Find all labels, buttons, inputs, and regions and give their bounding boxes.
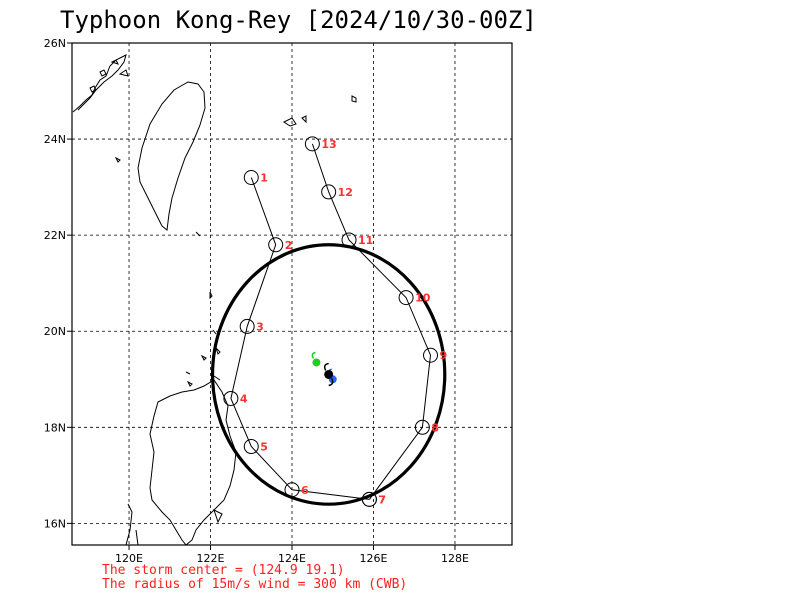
lon-tick-label: 124E [278,552,306,565]
track-point-label: 6 [301,484,309,497]
track-point-label: 5 [260,441,268,454]
track-point-label: 3 [256,320,264,333]
track-point-label: 8 [431,421,439,434]
wind-radius-circle [210,243,447,506]
wind-radius-text: The radius of 15m/s wind = 300 km (CWB) [102,577,408,592]
track-point [284,482,300,498]
track-point [304,136,320,152]
typhoon-symbol-tail [328,378,334,387]
track-point-label: 12 [338,186,353,199]
lat-tick-label: 26N [44,37,66,50]
map-title: Typhoon Kong-Rey [2024/10/30-00Z] [60,6,537,34]
track-east-line [311,143,432,500]
track-point [239,318,255,334]
axis-ticks: 120E 122E 124E 126E 128E 16N 18N 20N 22N 24N 26N [44,37,469,565]
track-point-label: 10 [415,292,431,305]
storm-center-marker [311,351,337,387]
track-point [398,290,414,306]
track-point-label: 1 [260,172,268,185]
track-point-label: 13 [321,138,336,151]
track-point [243,439,259,455]
lat-tick-label: 18N [44,421,66,434]
lon-tick-label: 120E [115,552,143,565]
track-point [223,390,239,406]
track-point [268,237,284,253]
lon-tick-label: 126E [360,552,388,565]
track-point [321,184,337,200]
lat-tick-label: 22N [44,229,66,242]
track-point [414,419,430,435]
china-islands [89,59,129,93]
track-point-label: 2 [285,239,293,252]
luzon-south [125,503,223,546]
ryukyu-islets [283,95,357,127]
lon-tick-label: 128E [441,552,469,565]
track-point-label: 9 [440,349,448,362]
alt-center-tail [311,351,316,359]
track-point [361,491,377,507]
storm-center-text: The storm center = (124.9 19.1) [102,563,345,578]
track-west-line [230,177,370,500]
storm-info: The storm center = (124.9 19.1) The radi… [102,564,407,592]
typhoon-symbol-icon [324,369,334,379]
track-point [423,347,439,363]
lat-tick-label: 24N [44,133,66,146]
track-point [243,170,259,186]
lat-tick-label: 20N [44,325,66,338]
track-point-label: 11 [358,234,373,247]
track-point [341,232,357,248]
typhoon-symbol-tail [323,362,329,371]
track-point-label: 7 [378,493,386,506]
track-point-label: 7 [378,493,386,506]
taiwan-coast [137,81,206,231]
track-point-label: 4 [240,392,248,405]
lon-tick-label: 122E [197,552,225,565]
alt-center-marker [312,358,321,367]
luzon-coast [149,379,237,546]
coastlines [72,54,357,546]
lat-tick-label: 16N [44,517,66,530]
small-islands [114,156,221,387]
